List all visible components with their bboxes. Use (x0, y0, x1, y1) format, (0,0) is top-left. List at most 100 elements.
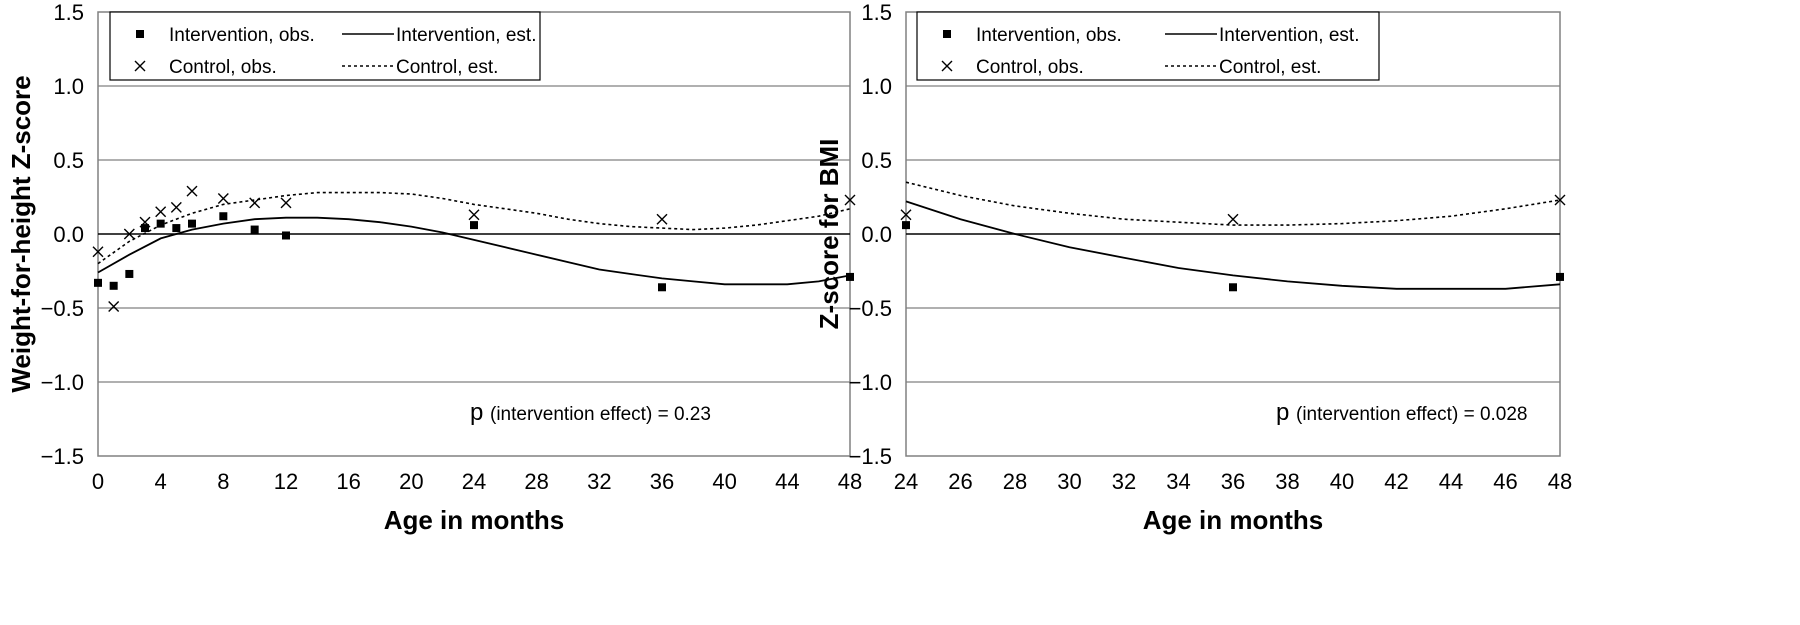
data-point-cross (656, 213, 668, 225)
y-tick-label: 0.0 (53, 222, 84, 247)
legend-marker-cross (134, 60, 146, 72)
data-point-square (156, 219, 165, 228)
right-chart-panel: 1.5 1.0 0.5 0.0 −0.5 −1.0 −1.524 26 28 30 32 34 36 38… (814, 0, 1572, 535)
legend: Intervention, obs. Intervention, est. Cont… (109, 11, 541, 81)
x-tick-label: 42 (1384, 469, 1408, 494)
x-tick-label: 40 (712, 469, 736, 494)
data-point-cross (139, 216, 151, 228)
data-point-square (658, 283, 666, 292)
x-tick-label: 20 (399, 469, 423, 494)
x-tick-label: 38 (1275, 469, 1299, 494)
legend-box (109, 11, 541, 81)
x-tick-label: 32 (1112, 469, 1136, 494)
x-tick-label: 12 (274, 469, 298, 494)
legend-label: Control, obs. (169, 57, 277, 78)
x-tick-label: 30 (1057, 469, 1081, 494)
y-tick-label: 1.5 (861, 0, 892, 25)
y-tick-label: 1.0 (861, 74, 892, 99)
series-square (94, 212, 854, 292)
p-letter: p (470, 399, 483, 426)
series-solid (97, 216, 851, 286)
data-point-square (250, 225, 259, 234)
data-point-square (172, 224, 181, 233)
p-value-annotation: p (intervention effect) = 0.028 (1276, 399, 1528, 426)
legend-label: Control, obs. (976, 57, 1084, 78)
y-tick-label: −0.5 (849, 296, 892, 321)
data-point-cross (155, 206, 167, 218)
series-cross (92, 185, 856, 313)
y-tick-label: −1.0 (849, 370, 892, 395)
data-point-square (1556, 272, 1564, 281)
legend-marker-cross (941, 60, 953, 72)
legend: Intervention, obs. Intervention, est. Cont… (916, 11, 1380, 81)
y-tick-label: 1.0 (53, 74, 84, 99)
x-tick-label: 36 (650, 469, 674, 494)
x-tick-label: 26 (948, 469, 972, 494)
data-point-cross (1554, 194, 1566, 206)
legend-marker-square (943, 30, 951, 38)
y-tick-label: 0.5 (53, 148, 84, 173)
estimate-line-solid (97, 216, 851, 286)
data-point-square (219, 212, 228, 221)
p-value-text: (intervention effect) = 0.23 (490, 404, 711, 425)
series-cross (900, 194, 1566, 225)
data-point-cross (844, 194, 856, 206)
x-axis-title: Age in months (1143, 505, 1324, 535)
x-tick-label: 8 (217, 469, 229, 494)
x-tick-label: 34 (1166, 469, 1190, 494)
y-tick-label: 1.5 (53, 0, 84, 25)
data-point-square (109, 281, 118, 290)
y-tick-label: −0.5 (41, 296, 84, 321)
data-point-square (1229, 283, 1237, 292)
data-point-cross (1227, 213, 1239, 225)
data-point-square (94, 278, 102, 287)
y-tick-label: −1.5 (849, 444, 892, 469)
data-point-cross (123, 228, 135, 240)
x-tick-label: 24 (894, 469, 918, 494)
left-chart-panel: 1.51.00.50.0−0.5−1.0−1.50 4 8 12 16 20 24 28 32 3… (6, 0, 862, 535)
x-tick-label: 32 (587, 469, 611, 494)
x-tick-label: 48 (1548, 469, 1572, 494)
data-point-cross (468, 209, 480, 221)
x-tick-label: 44 (775, 469, 799, 494)
y-axis-title: Z-score for BMI (814, 139, 844, 330)
data-point-cross (170, 201, 182, 213)
data-point-cross (92, 246, 104, 258)
x-tick-label: 40 (1330, 469, 1354, 494)
estimate-line-dotted (97, 191, 851, 265)
y-tick-label: 0.5 (861, 148, 892, 173)
y-tick-label: −1.5 (41, 444, 84, 469)
estimate-line-solid (905, 200, 1561, 290)
legend-label: Intervention, obs. (976, 25, 1122, 46)
series-solid (905, 200, 1561, 290)
x-tick-label: 44 (1439, 469, 1463, 494)
p-value-text: (intervention effect) = 0.028 (1296, 404, 1528, 425)
legend-label: Intervention, est. (1219, 25, 1359, 46)
x-tick-label: 4 (155, 469, 167, 494)
data-point-square (282, 231, 290, 240)
estimate-line-dotted (905, 181, 1561, 226)
x-tick-label: 28 (1003, 469, 1027, 494)
data-point-cross (217, 192, 229, 204)
series-dotted (97, 191, 851, 265)
data-point-cross (280, 197, 292, 209)
legend-marker-square (136, 30, 144, 38)
data-point-square (902, 221, 910, 230)
data-point-square (846, 272, 854, 281)
data-point-square (470, 221, 478, 230)
x-tick-label: 16 (336, 469, 360, 494)
x-tick-label: 24 (462, 469, 486, 494)
legend-box (916, 11, 1380, 81)
x-tick-label: 0 (92, 469, 104, 494)
legend-label: Intervention, obs. (169, 25, 315, 46)
y-tick-label: 0.0 (861, 222, 892, 247)
x-tick-label: 48 (838, 469, 862, 494)
legend-label: Intervention, est. (396, 25, 536, 46)
y-tick-label: −1.0 (41, 370, 84, 395)
data-point-square (125, 269, 134, 278)
series-dotted (905, 181, 1561, 226)
data-point-cross (108, 301, 120, 313)
legend-label: Control, est. (396, 57, 498, 78)
x-tick-label: 28 (524, 469, 548, 494)
